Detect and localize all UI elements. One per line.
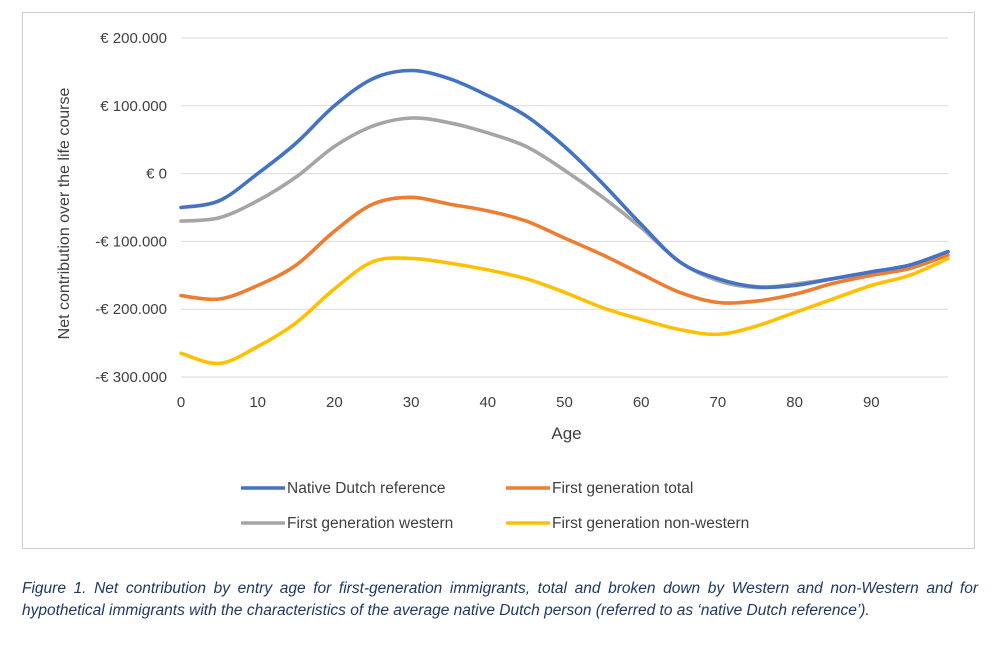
series-line-first-generation-non-western	[179, 256, 950, 366]
legend-label: First generation total	[552, 480, 693, 497]
x-tick-label: 10	[249, 394, 266, 411]
y-tick-label: € 100.000	[100, 98, 167, 115]
y-tick-label: -€ 200.000	[95, 301, 167, 318]
y-axis-title: Net contribution over the life course	[56, 88, 73, 340]
x-tick-label: 50	[556, 394, 573, 411]
y-tick-label: € 0	[146, 166, 167, 183]
x-tick-label: 70	[710, 394, 727, 411]
legend-label: First generation western	[287, 515, 453, 532]
series-line-native-dutch-reference	[179, 68, 950, 290]
legend-label: First generation non-western	[552, 515, 749, 532]
x-axis-title: Age	[551, 424, 581, 443]
x-tick-label: 60	[633, 394, 650, 411]
y-tick-label: -€ 100.000	[95, 233, 167, 250]
line-chart: € 200.000 € 100.000 € 0 -€ 100.000 -€ 200.00…	[56, 30, 950, 532]
figure-caption: Figure 1. Net contribution by entry age …	[22, 580, 978, 619]
chart-frame: € 200.000 € 100.000 € 0 -€ 100.000 -€ 200.00…	[22, 12, 975, 549]
series-line-first-generation-total	[179, 195, 950, 305]
y-tick-label: € 200.000	[100, 30, 167, 47]
x-tick-label: 0	[177, 394, 185, 411]
x-tick-label: 80	[786, 394, 803, 411]
x-tick-label: 20	[326, 394, 343, 411]
x-tick-label: 30	[403, 394, 420, 411]
legend-label: Native Dutch reference	[287, 480, 446, 497]
y-tick-label: -€ 300.000	[95, 369, 167, 386]
x-tick-label: 90	[863, 394, 880, 411]
x-tick-label: 40	[479, 394, 496, 411]
